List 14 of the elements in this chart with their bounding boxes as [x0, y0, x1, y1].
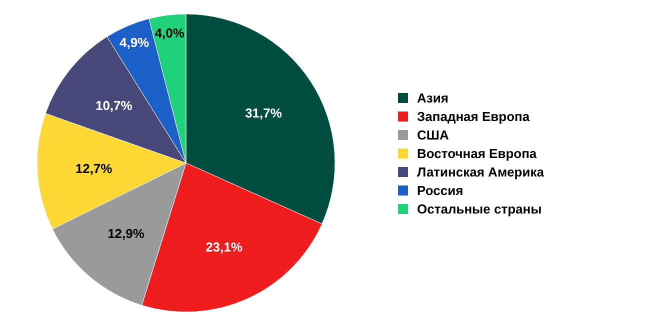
legend-label: Латинская Америка [417, 164, 545, 180]
legend-label: Россия [417, 183, 464, 198]
data-label: 23,1% [206, 240, 243, 255]
legend-label: США [417, 128, 450, 143]
legend-label: Восточная Европа [417, 146, 538, 162]
data-label: 12,9% [108, 226, 145, 241]
data-label: 4,9% [119, 35, 150, 50]
data-label: 10,7% [95, 98, 133, 113]
data-label: 4,0% [154, 25, 185, 40]
data-label: 31,7% [245, 105, 282, 120]
legend-label: Остальные страны [417, 202, 542, 217]
legend-label: Западная Европа [417, 109, 530, 124]
data-label: 12,7% [75, 161, 113, 176]
legend-label: Азия [417, 90, 448, 106]
